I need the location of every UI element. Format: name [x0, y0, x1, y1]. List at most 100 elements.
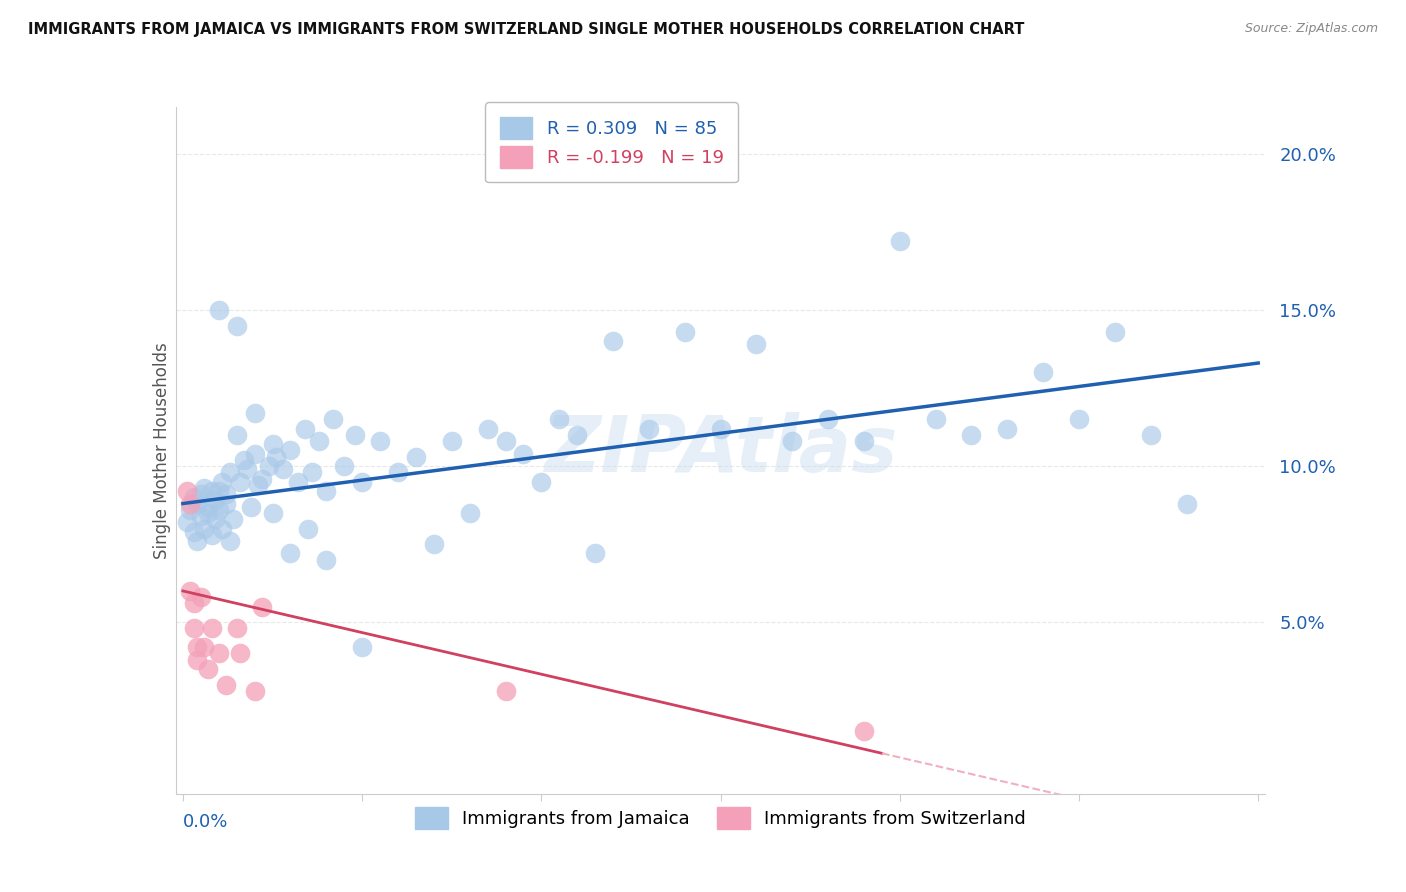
Point	[176, 483, 198, 498]
Point	[193, 521, 215, 535]
Point	[1104, 325, 1126, 339]
Point	[287, 475, 309, 489]
Point	[352, 475, 374, 489]
Point	[852, 434, 875, 448]
Point	[264, 450, 287, 464]
Point	[530, 475, 553, 489]
Point	[208, 302, 231, 317]
Point	[495, 434, 517, 448]
Point	[495, 683, 517, 698]
Point	[924, 412, 946, 426]
Point	[179, 583, 201, 598]
Point	[889, 234, 911, 248]
Point	[257, 458, 280, 473]
Point	[218, 466, 240, 480]
Text: IMMIGRANTS FROM JAMAICA VS IMMIGRANTS FROM SWITZERLAND SINGLE MOTHER HOUSEHOLDS : IMMIGRANTS FROM JAMAICA VS IMMIGRANTS FR…	[28, 22, 1025, 37]
Point	[222, 512, 245, 526]
Y-axis label: Single Mother Households: Single Mother Households	[153, 343, 172, 558]
Point	[308, 434, 330, 448]
Point	[225, 621, 247, 635]
Point	[243, 406, 266, 420]
Point	[301, 466, 323, 480]
Point	[673, 325, 696, 339]
Point	[193, 481, 215, 495]
Point	[225, 427, 247, 442]
Point	[262, 506, 284, 520]
Point	[183, 596, 205, 610]
Point	[236, 462, 259, 476]
Point	[294, 422, 316, 436]
Point	[333, 458, 356, 473]
Point	[315, 483, 337, 498]
Point	[368, 434, 391, 448]
Point	[322, 412, 344, 426]
Point	[1139, 427, 1161, 442]
Point	[197, 662, 219, 676]
Point	[1175, 496, 1198, 510]
Point	[995, 422, 1018, 436]
Point	[710, 422, 733, 436]
Point	[197, 500, 219, 514]
Point	[297, 521, 319, 535]
Point	[602, 334, 624, 348]
Point	[183, 490, 205, 504]
Point	[240, 500, 263, 514]
Text: Source: ZipAtlas.com: Source: ZipAtlas.com	[1244, 22, 1378, 36]
Point	[638, 422, 661, 436]
Point	[567, 427, 589, 442]
Point	[200, 527, 222, 541]
Point	[200, 621, 222, 635]
Point	[225, 318, 247, 333]
Point	[229, 646, 252, 660]
Point	[250, 471, 273, 485]
Point	[352, 640, 374, 655]
Point	[186, 640, 208, 655]
Point	[218, 533, 240, 548]
Point	[477, 422, 499, 436]
Point	[458, 506, 481, 520]
Point	[250, 599, 273, 614]
Point	[200, 483, 222, 498]
Point	[190, 487, 212, 501]
Point	[440, 434, 463, 448]
Point	[1067, 412, 1090, 426]
Text: 0.0%: 0.0%	[183, 814, 228, 831]
Point	[183, 621, 205, 635]
Point	[280, 443, 302, 458]
Point	[204, 493, 226, 508]
Point	[243, 446, 266, 460]
Point	[1032, 366, 1054, 380]
Point	[315, 552, 337, 567]
Point	[548, 412, 571, 426]
Point	[405, 450, 427, 464]
Point	[387, 466, 409, 480]
Point	[211, 521, 233, 535]
Point	[960, 427, 983, 442]
Point	[512, 446, 534, 460]
Point	[852, 724, 875, 739]
Point	[186, 533, 208, 548]
Point	[176, 515, 198, 529]
Legend: Immigrants from Jamaica, Immigrants from Switzerland: Immigrants from Jamaica, Immigrants from…	[408, 800, 1033, 837]
Point	[232, 453, 254, 467]
Point	[215, 487, 238, 501]
Point	[243, 683, 266, 698]
Point	[780, 434, 803, 448]
Point	[186, 653, 208, 667]
Point	[204, 512, 226, 526]
Point	[247, 478, 270, 492]
Point	[193, 640, 215, 655]
Point	[208, 646, 231, 660]
Point	[262, 437, 284, 451]
Point	[197, 506, 219, 520]
Point	[271, 462, 294, 476]
Point	[208, 483, 231, 498]
Point	[211, 475, 233, 489]
Point	[280, 546, 302, 561]
Point	[186, 496, 208, 510]
Point	[423, 537, 446, 551]
Point	[190, 508, 212, 523]
Point	[343, 427, 366, 442]
Point	[817, 412, 839, 426]
Point	[229, 475, 252, 489]
